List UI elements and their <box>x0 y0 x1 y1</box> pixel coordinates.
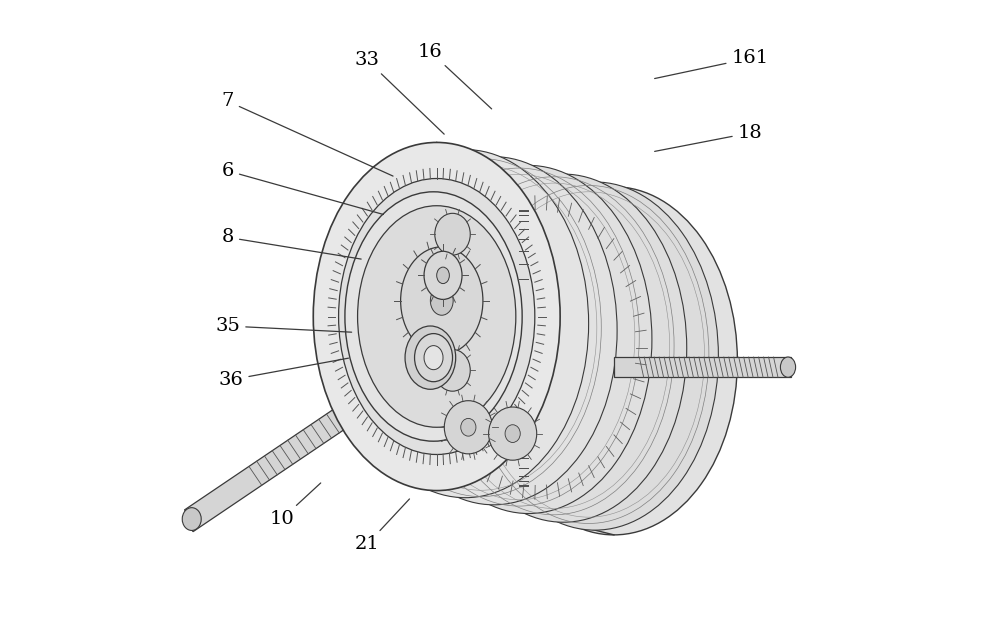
Text: 35: 35 <box>215 317 352 335</box>
Ellipse shape <box>424 251 462 299</box>
Text: 7: 7 <box>222 92 393 176</box>
Ellipse shape <box>780 357 796 377</box>
Text: 161: 161 <box>655 49 769 78</box>
Ellipse shape <box>424 346 443 370</box>
Ellipse shape <box>491 187 737 535</box>
Ellipse shape <box>440 174 687 522</box>
Ellipse shape <box>405 165 652 513</box>
FancyBboxPatch shape <box>614 357 791 377</box>
Ellipse shape <box>182 508 201 530</box>
Ellipse shape <box>339 179 535 454</box>
Ellipse shape <box>430 286 453 315</box>
Polygon shape <box>180 348 437 532</box>
Text: 6: 6 <box>222 162 383 215</box>
Ellipse shape <box>405 326 456 389</box>
Text: 21: 21 <box>355 499 409 553</box>
Ellipse shape <box>358 206 516 427</box>
Ellipse shape <box>345 192 522 441</box>
Text: 36: 36 <box>219 358 349 389</box>
Ellipse shape <box>415 334 453 382</box>
Ellipse shape <box>472 182 718 530</box>
Ellipse shape <box>342 149 589 498</box>
Ellipse shape <box>444 401 492 454</box>
Text: 16: 16 <box>418 43 492 109</box>
Ellipse shape <box>313 142 560 491</box>
Text: 10: 10 <box>269 483 321 528</box>
Ellipse shape <box>435 213 470 255</box>
Ellipse shape <box>416 341 444 375</box>
Ellipse shape <box>401 247 483 354</box>
Text: 33: 33 <box>355 51 444 134</box>
Text: 8: 8 <box>222 229 361 259</box>
Ellipse shape <box>461 418 476 436</box>
Ellipse shape <box>435 349 470 391</box>
Ellipse shape <box>370 157 617 505</box>
Ellipse shape <box>489 407 537 460</box>
Text: 18: 18 <box>655 124 762 151</box>
Ellipse shape <box>437 267 449 284</box>
Ellipse shape <box>505 425 520 442</box>
